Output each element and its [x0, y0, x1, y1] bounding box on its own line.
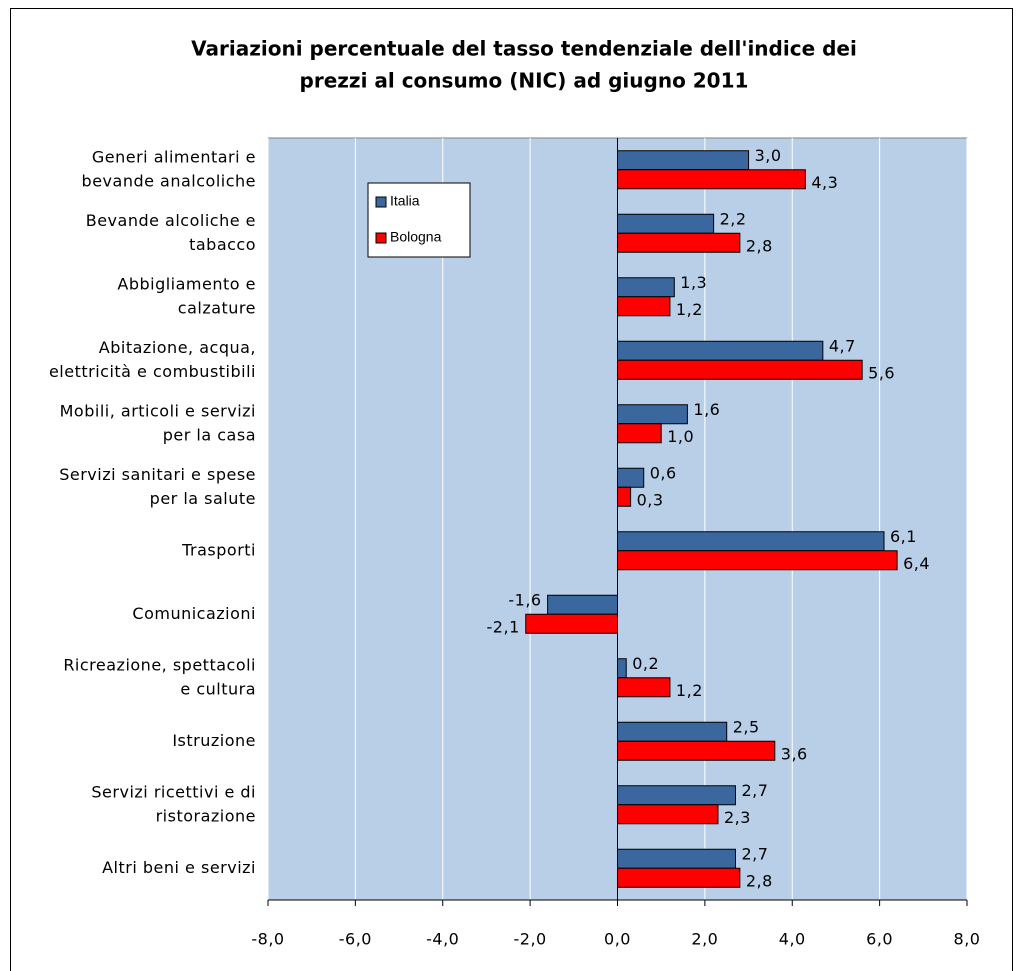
- data-label: 4,7: [829, 336, 856, 355]
- bar: [617, 550, 898, 571]
- bar: [617, 721, 728, 742]
- y-tick-label: Bevande alcoliche e: [86, 211, 256, 230]
- data-label: 1,0: [667, 427, 694, 446]
- x-tick-label: 4,0: [779, 930, 806, 949]
- data-label: 6,1: [890, 527, 917, 546]
- data-label: 4,3: [811, 173, 838, 192]
- bar: [617, 677, 671, 698]
- data-label: 1,6: [693, 400, 720, 419]
- bar: [617, 150, 750, 171]
- x-tick-label: -6,0: [339, 930, 372, 949]
- y-tick-label: ristorazione: [156, 806, 256, 825]
- y-tick-label: Altri beni e servizi: [102, 858, 256, 877]
- data-label: 5,6: [868, 363, 895, 382]
- y-tick-label: per la casa: [163, 425, 256, 444]
- chart-title: prezzi al consumo (NIC) ad giugno 2011: [300, 69, 749, 93]
- data-label: 3,0: [755, 146, 782, 165]
- x-tick-label: 0,0: [604, 930, 631, 949]
- y-tick-label: Abitazione, acqua,: [99, 338, 256, 357]
- bar: [547, 594, 618, 615]
- bar: [617, 785, 736, 806]
- data-label: 1,2: [676, 681, 703, 700]
- y-tick-label: calzature: [178, 298, 256, 317]
- y-tick-label: bevande analcoliche: [82, 171, 256, 190]
- y-tick-label: Servizi ricettivi e di: [91, 782, 256, 801]
- legend-swatch: [375, 232, 387, 244]
- y-tick-label: Mobili, articoli e servizi: [60, 401, 256, 420]
- data-label: 2,7: [741, 781, 768, 800]
- x-tick-label: -8,0: [251, 930, 284, 949]
- legend-swatch: [375, 196, 387, 208]
- x-tick-label: -2,0: [514, 930, 547, 949]
- data-label: 2,2: [720, 209, 747, 228]
- bar: [525, 613, 618, 634]
- y-tick-label: Ricreazione, spettacoli: [63, 655, 256, 674]
- data-label: 2,3: [724, 808, 751, 827]
- y-tick-label: elettricità e combustibili: [49, 362, 256, 381]
- y-tick-label: e cultura: [180, 679, 256, 698]
- y-tick-label: Trasporti: [181, 540, 256, 559]
- y-tick-label: Generi alimentari e: [92, 147, 256, 166]
- bar: [617, 467, 645, 488]
- bar: [617, 213, 715, 234]
- x-tick-label: -4,0: [426, 930, 459, 949]
- legend-label: Italia: [390, 193, 420, 209]
- data-label: 3,6: [781, 744, 808, 763]
- bar: [617, 867, 741, 888]
- x-tick-label: 2,0: [691, 930, 718, 949]
- y-tick-label: Istruzione: [172, 731, 256, 750]
- bar: [617, 486, 632, 507]
- data-label: 2,8: [746, 236, 773, 255]
- bar: [617, 232, 741, 253]
- legend-label: Bologna: [390, 229, 442, 245]
- y-tick-label: tabacco: [189, 235, 256, 254]
- data-label: -2,1: [487, 617, 520, 636]
- data-label: 1,2: [676, 300, 703, 319]
- bar: [617, 423, 662, 444]
- bar: [617, 848, 736, 869]
- bar: [617, 340, 824, 361]
- data-label: 1,3: [680, 273, 707, 292]
- data-label: 2,7: [741, 844, 768, 863]
- bar: [617, 531, 885, 552]
- data-label: 0,3: [637, 490, 664, 509]
- bar: [617, 404, 688, 425]
- data-label: 0,6: [650, 463, 677, 482]
- data-label: 0,2: [632, 654, 659, 673]
- legend: [367, 182, 471, 258]
- bar: [617, 359, 863, 380]
- bar: [617, 658, 627, 679]
- y-tick-label: Comunicazioni: [132, 604, 256, 623]
- x-tick-label: 6,0: [866, 930, 893, 949]
- bar: [617, 277, 675, 298]
- bar: [617, 740, 776, 761]
- x-tick-label: 8,0: [954, 930, 981, 949]
- data-label: 6,4: [903, 554, 930, 573]
- chart-title: Variazioni percentuale del tasso tendenz…: [191, 37, 857, 61]
- data-label: 2,5: [733, 717, 760, 736]
- y-tick-label: Servizi sanitari e spese: [59, 465, 256, 484]
- bar: [617, 169, 806, 190]
- data-label: 2,8: [746, 871, 773, 890]
- y-tick-label: per la salute: [150, 489, 256, 508]
- data-label: -1,6: [508, 590, 541, 609]
- bar: [617, 804, 719, 825]
- bar: [617, 296, 671, 317]
- y-tick-label: Abbigliamento e: [117, 274, 256, 293]
